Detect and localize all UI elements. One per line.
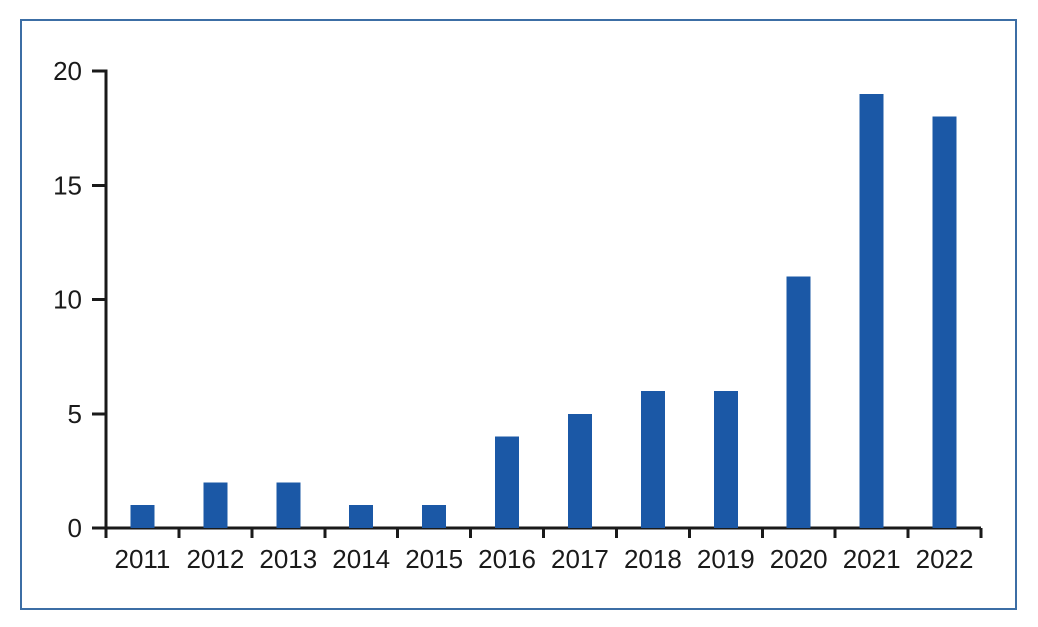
x-tick-label: 2022 bbox=[916, 544, 974, 574]
x-tick-label: 2017 bbox=[551, 544, 609, 574]
x-tick-label: 2015 bbox=[405, 544, 463, 574]
bar-2019 bbox=[713, 390, 738, 528]
bar-2011 bbox=[130, 505, 155, 528]
x-tick-label: 2021 bbox=[843, 544, 901, 574]
y-tick-label: 5 bbox=[68, 399, 82, 429]
x-tick-label: 2020 bbox=[770, 544, 828, 574]
y-tick-label: 0 bbox=[68, 513, 82, 543]
bar-chart: 0 5 10 15 20 2011 2012 2013 2014 2015 2016 2017 2018… bbox=[53, 56, 983, 574]
chart-frame: 0 5 10 15 20 2011 2012 2013 2014 2015 2016 2017 2018… bbox=[20, 19, 1017, 610]
bar-2020 bbox=[786, 276, 811, 528]
x-tick-label: 2011 bbox=[114, 544, 170, 574]
bar-2022 bbox=[932, 116, 957, 528]
bar-2013 bbox=[276, 482, 301, 528]
y-tick-label: 10 bbox=[53, 285, 82, 315]
x-tick-label: 2014 bbox=[332, 544, 390, 574]
bar-2017 bbox=[567, 413, 592, 528]
x-tick-label: 2019 bbox=[697, 544, 755, 574]
x-tick-label: 2012 bbox=[186, 544, 244, 574]
bar-2021 bbox=[859, 93, 884, 528]
x-tick-label: 2018 bbox=[624, 544, 682, 574]
y-tick-label: 15 bbox=[53, 170, 82, 200]
bar-2014 bbox=[349, 505, 374, 528]
bar-2015 bbox=[422, 505, 447, 528]
y-tick-label: 20 bbox=[53, 56, 82, 86]
bar-2016 bbox=[495, 436, 520, 528]
x-tick-label: 2013 bbox=[259, 544, 317, 574]
x-tick-label: 2016 bbox=[478, 544, 536, 574]
bar-2012 bbox=[203, 482, 228, 528]
bar-2018 bbox=[640, 390, 665, 528]
